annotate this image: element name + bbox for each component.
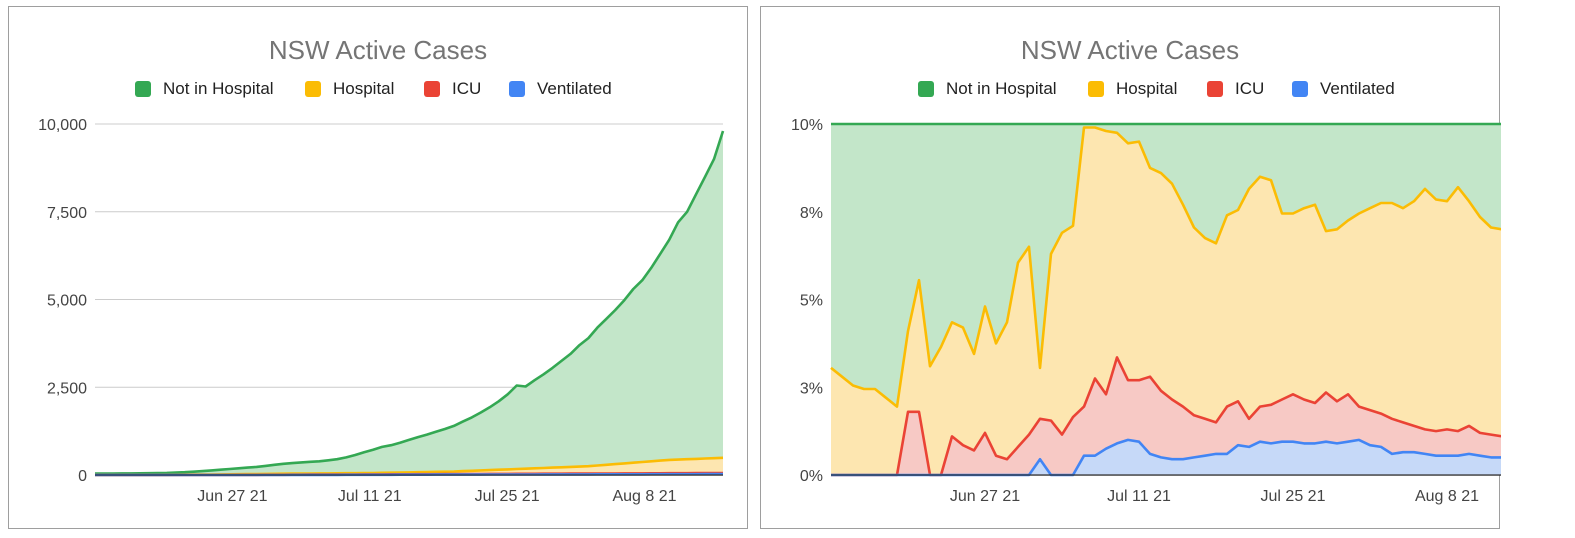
y-tick-label: 0 bbox=[78, 468, 87, 485]
legend-label: Ventilated bbox=[1320, 79, 1395, 98]
legend-swatch bbox=[305, 81, 321, 97]
y-tick-label: 5,000 bbox=[47, 293, 87, 310]
legend-label: Hospital bbox=[333, 79, 395, 98]
legend-item-icu[interactable]: ICU bbox=[1207, 79, 1264, 99]
series-line-hospital bbox=[830, 126, 1501, 408]
area-ventilated bbox=[831, 439, 1501, 475]
legend-item-hospital[interactable]: Hospital bbox=[305, 79, 394, 99]
y-tick-label: 7,500 bbox=[47, 205, 87, 222]
legend-swatch bbox=[509, 81, 525, 97]
x-tick-label: Jul 25 21 bbox=[1261, 488, 1326, 505]
chart-panel-left: NSW Active Cases Not in Hospital Hospita… bbox=[8, 6, 748, 529]
legend-item-not-in-hospital[interactable]: Not in Hospital bbox=[135, 79, 274, 99]
chart-panel-right: NSW Active Cases Not in Hospital Hospita… bbox=[760, 6, 1501, 529]
y-tick-label: 2,500 bbox=[47, 380, 87, 397]
legend-swatch bbox=[918, 81, 934, 97]
area-hospital bbox=[95, 457, 723, 475]
chart-plot-area: 0 2,500 5,000 7,500 10,000 Jun 27 21 Jul 11 21… bbox=[38, 117, 725, 505]
chart-title: NSW Active Cases bbox=[268, 35, 488, 65]
y-tick-label: 0% bbox=[800, 468, 823, 485]
legend-swatch bbox=[1088, 81, 1104, 97]
series-line-not-in-hospital bbox=[94, 130, 725, 475]
legend-swatch bbox=[1207, 81, 1223, 97]
y-tick-label: 5% bbox=[800, 293, 823, 310]
x-tick-label: Jul 11 21 bbox=[338, 488, 402, 505]
series-line-icu bbox=[831, 356, 1501, 477]
legend-swatch bbox=[424, 81, 440, 97]
x-tick-label: Aug 8 21 bbox=[612, 488, 676, 505]
legend-label: ICU bbox=[452, 79, 482, 98]
legend-label: Hospital bbox=[1116, 79, 1178, 98]
x-tick-label: Jul 11 21 bbox=[1107, 488, 1171, 505]
x-tick-label: Jul 25 21 bbox=[475, 488, 540, 505]
area-hospital bbox=[831, 127, 1501, 475]
legend-label: Ventilated bbox=[537, 79, 612, 98]
chart-legend: Not in Hospital Hospital ICU Ventilated bbox=[761, 79, 1499, 101]
x-tick-label: Jun 27 21 bbox=[197, 488, 267, 505]
y-tick-label: 10% bbox=[791, 117, 823, 134]
legend-swatch bbox=[1292, 81, 1308, 97]
y-tick-label: 10,000 bbox=[38, 117, 87, 134]
x-tick-label: Jun 27 21 bbox=[950, 488, 1020, 505]
y-tick-label: 8% bbox=[800, 205, 823, 222]
chart-title: NSW Active Cases bbox=[1020, 35, 1240, 65]
legend-label: Not in Hospital bbox=[946, 79, 1057, 98]
chart-legend: Not in Hospital Hospital ICU Ventilated bbox=[9, 79, 747, 101]
legend-item-icu[interactable]: ICU bbox=[424, 79, 481, 99]
legend-swatch bbox=[135, 81, 151, 97]
legend-item-ventilated[interactable]: Ventilated bbox=[1292, 79, 1395, 99]
legend-item-not-in-hospital[interactable]: Not in Hospital bbox=[918, 79, 1057, 99]
legend-label: ICU bbox=[1235, 79, 1265, 98]
legend-label: Not in Hospital bbox=[163, 79, 274, 98]
chart-plot-area: 0% 3% 5% 8% 10% Jun 27 21 Jul 11 21 Jul 25 21 Au… bbox=[791, 117, 1501, 505]
x-tick-label: Aug 8 21 bbox=[1415, 488, 1479, 505]
y-tick-label: 3% bbox=[800, 380, 823, 397]
legend-item-hospital[interactable]: Hospital bbox=[1088, 79, 1177, 99]
area-not-in-hospital bbox=[95, 131, 723, 475]
legend-item-ventilated[interactable]: Ventilated bbox=[509, 79, 612, 99]
